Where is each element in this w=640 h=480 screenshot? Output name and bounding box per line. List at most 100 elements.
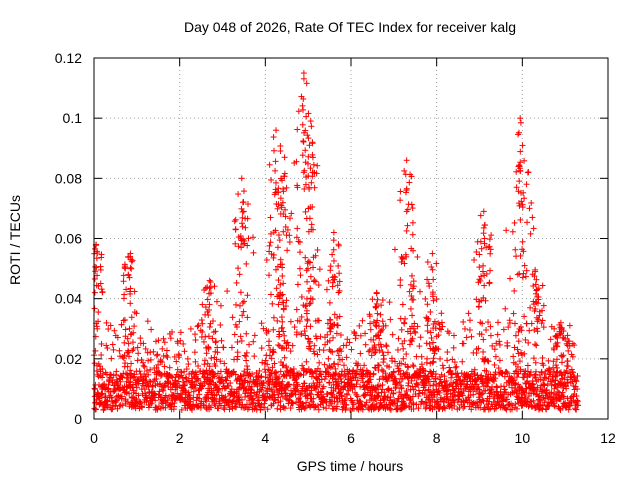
data-point: [254, 381, 261, 388]
data-point: [303, 358, 310, 365]
data-point: [95, 318, 102, 325]
data-point: [408, 337, 415, 344]
data-point: [236, 318, 243, 325]
data-point: [127, 300, 134, 307]
data-point: [264, 361, 271, 368]
data-point: [177, 337, 184, 344]
data-point: [526, 327, 533, 334]
data-point: [503, 227, 510, 234]
y-tick-label: 0.12: [55, 50, 82, 66]
data-point: [128, 360, 135, 367]
data-point: [286, 239, 293, 246]
x-axis-label: GPS time / hours: [297, 458, 404, 474]
data-point: [235, 191, 242, 198]
data-point: [566, 322, 573, 329]
data-point: [453, 363, 460, 370]
data-point: [127, 264, 134, 271]
data-point: [167, 335, 174, 342]
data-point: [399, 255, 406, 262]
data-point: [249, 371, 256, 378]
data-point: [471, 256, 478, 263]
data-point: [259, 359, 266, 366]
data-point: [480, 230, 487, 237]
y-tick-label: 0.04: [55, 291, 82, 307]
data-point: [310, 264, 317, 271]
data-point: [444, 357, 451, 364]
data-point: [236, 302, 243, 309]
data-point: [428, 335, 435, 342]
data-point: [344, 391, 351, 398]
data-point: [153, 352, 160, 359]
data-point: [311, 342, 318, 349]
data-point: [510, 353, 517, 360]
data-point: [176, 352, 183, 359]
grid-lines: [94, 58, 608, 419]
data-point: [147, 366, 154, 373]
data-point: [294, 281, 301, 288]
data-point: [200, 373, 207, 380]
data-point: [326, 299, 333, 306]
data-point: [91, 305, 98, 312]
data-point: [104, 345, 111, 352]
data-point: [277, 385, 284, 392]
data-point: [241, 368, 248, 375]
data-point: [152, 397, 159, 404]
data-point: [118, 393, 125, 400]
data-point: [215, 405, 222, 412]
data-point: [512, 246, 519, 253]
data-point: [397, 188, 404, 195]
data-point: [232, 301, 239, 308]
data-point: [175, 378, 182, 385]
data-point: [238, 337, 245, 344]
data-point: [240, 188, 247, 195]
data-point: [335, 262, 342, 269]
data-point: [446, 364, 453, 371]
data-point: [305, 265, 312, 272]
data-point: [327, 267, 334, 274]
data-point: [307, 285, 314, 292]
data-point: [430, 297, 437, 304]
data-point: [400, 345, 407, 352]
data-point: [207, 284, 214, 291]
data-point: [303, 215, 310, 222]
data-point: [480, 262, 487, 269]
data-point: [130, 345, 137, 352]
data-point: [126, 325, 133, 332]
data-point: [343, 342, 350, 349]
data-point: [144, 318, 151, 325]
data-point: [297, 272, 304, 279]
data-point: [519, 238, 526, 245]
data-point: [429, 250, 436, 257]
data-point: [168, 373, 175, 380]
data-point: [239, 214, 246, 221]
data-point: [118, 373, 125, 380]
data-point: [430, 276, 437, 283]
data-point: [438, 326, 445, 333]
data-point: [459, 358, 466, 365]
data-point: [215, 389, 222, 396]
data-point: [528, 199, 535, 206]
data-point: [523, 181, 530, 188]
data-point: [232, 216, 239, 223]
data-point: [109, 341, 116, 348]
data-point: [274, 317, 281, 324]
data-point: [398, 326, 405, 333]
data-point: [157, 372, 164, 379]
data-point: [525, 339, 532, 346]
data-point: [303, 80, 310, 87]
data-point: [269, 364, 276, 371]
data-point: [327, 328, 334, 335]
data-point: [433, 260, 440, 267]
data-point: [178, 406, 185, 413]
data-point: [500, 383, 507, 390]
data-point: [233, 404, 240, 411]
data-point: [195, 363, 202, 370]
data-point: [417, 334, 424, 341]
data-point: [139, 404, 146, 411]
data-point: [403, 157, 410, 164]
data-point: [138, 356, 145, 363]
data-point: [488, 232, 495, 239]
data-point: [186, 402, 193, 409]
data-point: [270, 314, 277, 321]
data-point: [182, 382, 189, 389]
